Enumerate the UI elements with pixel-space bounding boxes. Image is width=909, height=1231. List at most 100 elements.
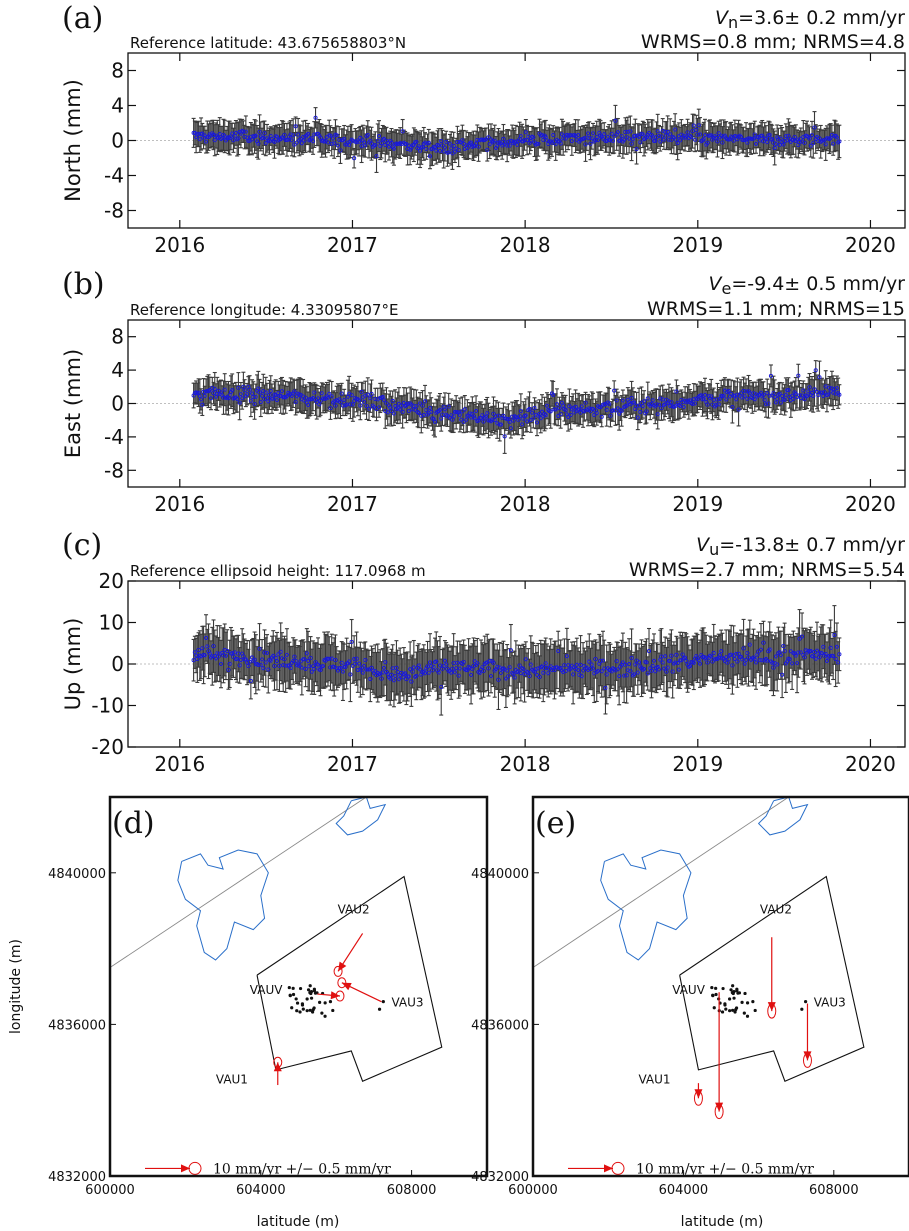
- data-point: [695, 132, 700, 137]
- data-point: [598, 405, 603, 410]
- reference-text: Reference latitude: 43.675658803°N: [130, 34, 406, 52]
- data-point: [558, 412, 563, 417]
- data-point: [196, 390, 201, 395]
- panel-label: (c): [62, 528, 102, 563]
- data-point: [771, 391, 776, 396]
- data-point: [691, 397, 696, 402]
- data-point: [599, 414, 604, 419]
- data-point: [675, 141, 680, 146]
- velocity-value: =-9.4± 0.5 mm/yr: [731, 273, 905, 295]
- data-point: [357, 139, 362, 144]
- data-point: [526, 134, 531, 139]
- data-point: [325, 395, 331, 400]
- data-point: [615, 130, 620, 135]
- data-point: [446, 150, 451, 155]
- data-point: [492, 418, 497, 423]
- data-point: [204, 139, 209, 144]
- data-point: [348, 402, 353, 407]
- data-point: [467, 411, 472, 416]
- data-point: [238, 392, 243, 397]
- data-point: [806, 389, 811, 394]
- data-point: [507, 419, 512, 424]
- data-point: [306, 402, 311, 408]
- data-point: [359, 389, 364, 394]
- data-point: [768, 373, 774, 378]
- data-point: [705, 402, 710, 407]
- data-point: [475, 138, 480, 143]
- data-point: [436, 143, 441, 148]
- data-point: [342, 397, 347, 403]
- data-points: [191, 368, 842, 439]
- velocity-text: Vn=3.6± 0.2 mm/yr: [715, 7, 905, 32]
- velocity-symbol: V: [715, 7, 730, 29]
- data-point: [629, 141, 634, 146]
- data-point: [607, 402, 612, 407]
- data-point: [357, 398, 362, 403]
- data-point: [339, 391, 344, 396]
- data-point: [345, 394, 350, 399]
- data-point: [604, 407, 609, 412]
- data-point: [337, 137, 342, 142]
- data-point: [241, 129, 246, 134]
- data-point: [640, 404, 645, 409]
- data-point: [318, 398, 323, 403]
- data-point: [817, 136, 822, 141]
- data-point: [222, 134, 227, 139]
- data-point: [640, 132, 645, 137]
- data-point: [630, 137, 635, 142]
- y-axis-label: North (mm): [61, 79, 85, 202]
- data-point: [496, 413, 501, 418]
- data-point: [218, 390, 224, 395]
- data-point: [786, 388, 791, 393]
- data-point: [664, 133, 669, 138]
- data-point: [765, 140, 770, 145]
- data-point: [638, 409, 643, 414]
- data-point: [240, 396, 245, 401]
- data-point: [439, 416, 444, 421]
- data-point: [319, 391, 324, 396]
- data-point: [834, 135, 839, 140]
- data-point: [569, 139, 574, 144]
- data-point: [481, 419, 486, 424]
- data-point: [714, 135, 719, 140]
- data-point: [498, 422, 503, 427]
- data-point: [197, 137, 202, 142]
- data-point: [632, 400, 637, 405]
- data-point: [472, 416, 477, 421]
- data-point: [736, 407, 741, 412]
- data-point: [620, 398, 625, 403]
- data-point: [365, 132, 370, 138]
- data-point: [812, 125, 817, 130]
- data-point: [518, 134, 523, 139]
- data-point: [678, 403, 683, 409]
- data-point: [508, 426, 513, 431]
- data-point: [624, 403, 629, 408]
- data-point: [726, 388, 731, 394]
- data-point: [312, 132, 317, 137]
- data-point: [340, 403, 345, 408]
- velocity-subscript: e: [721, 279, 731, 298]
- x-tick-label: 2017: [327, 492, 378, 516]
- data-point: [462, 407, 467, 412]
- data-point: [715, 139, 720, 144]
- data-point: [367, 406, 372, 411]
- data-point: [674, 389, 679, 394]
- data-point: [753, 141, 759, 146]
- data-point: [644, 409, 649, 414]
- y-tick-label: -8: [104, 199, 124, 223]
- velocity-symbol: V: [708, 273, 723, 295]
- y-tick-label: -8: [104, 458, 124, 482]
- data-point: [752, 397, 757, 402]
- data-point: [389, 409, 394, 414]
- data-point: [328, 133, 333, 138]
- data-point: [474, 408, 479, 414]
- data-point: [834, 386, 839, 391]
- data-point: [566, 415, 571, 420]
- data-point: [537, 411, 542, 417]
- data-point: [416, 411, 421, 416]
- data-point: [274, 398, 280, 403]
- data-point: [530, 410, 535, 415]
- data-point: [271, 396, 276, 401]
- data-point: [376, 133, 382, 139]
- data-point: [613, 408, 618, 413]
